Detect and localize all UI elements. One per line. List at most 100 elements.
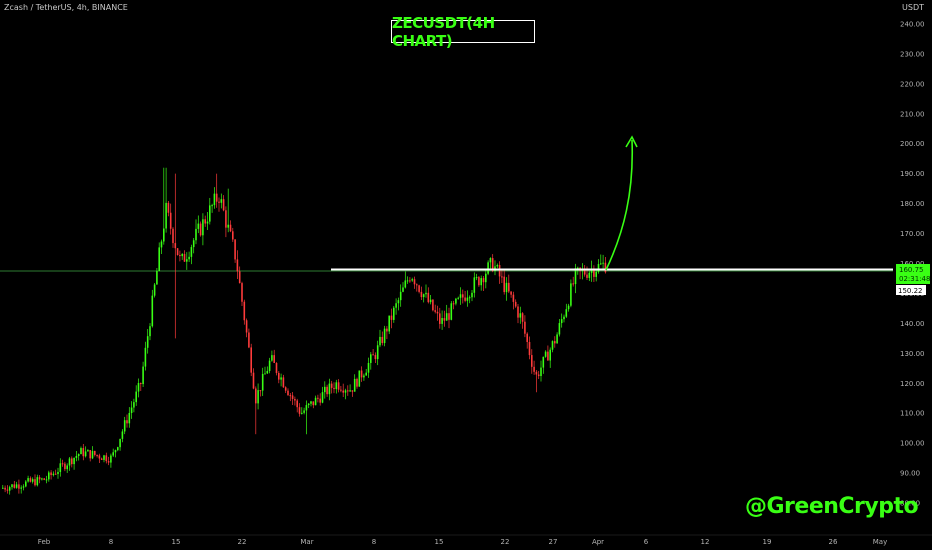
candle-down xyxy=(18,484,20,489)
candle-up xyxy=(165,202,167,229)
candle-up xyxy=(471,292,473,298)
candle-up xyxy=(103,455,105,460)
candle-down xyxy=(439,313,441,324)
candle-up xyxy=(519,313,522,318)
candle-down xyxy=(215,193,218,202)
candle-up xyxy=(560,319,563,324)
candle-up xyxy=(551,341,554,350)
candle-up xyxy=(11,484,13,488)
candle-up xyxy=(257,390,259,404)
candle-down xyxy=(89,450,91,459)
candle-down xyxy=(100,458,103,460)
candle-up xyxy=(110,455,112,463)
candle-up xyxy=(206,221,209,224)
candle-down xyxy=(174,243,177,249)
x-tick-label: 6 xyxy=(644,538,649,546)
candle-down xyxy=(501,276,503,278)
x-tick-label: 22 xyxy=(501,538,510,546)
candle-down xyxy=(531,355,533,367)
candle-down xyxy=(107,461,110,463)
candle-up xyxy=(597,264,600,272)
candle-down xyxy=(528,342,531,356)
candle-down xyxy=(537,374,540,377)
candle-up xyxy=(188,256,190,260)
candle-up xyxy=(358,370,361,387)
candle-down xyxy=(238,271,241,284)
currency-tag[interactable]: USDT xyxy=(902,3,924,12)
candle-up xyxy=(445,313,448,321)
candle-up xyxy=(558,323,561,335)
x-tick-label: Mar xyxy=(300,538,313,546)
candle-up xyxy=(112,452,114,456)
candle-down xyxy=(259,390,262,392)
candle-up xyxy=(303,410,305,413)
candle-down xyxy=(360,370,363,378)
candle-up xyxy=(186,259,188,262)
x-tick-label: Apr xyxy=(592,538,604,546)
candle-up xyxy=(540,367,542,377)
time-axis[interactable]: Feb 8 15 22 Mar 8 15 22 27 Apr 6 12 19 26 May xyxy=(38,538,887,546)
candle-up xyxy=(542,356,545,368)
candle-down xyxy=(521,313,524,322)
candle-down xyxy=(533,366,535,372)
candle-up xyxy=(567,305,570,310)
candle-up xyxy=(425,292,427,295)
candle-up xyxy=(600,263,602,265)
y-tick-label: 200.00 xyxy=(900,140,925,148)
candle-up xyxy=(301,412,303,414)
candle-up xyxy=(142,366,144,385)
candle-up xyxy=(577,267,579,269)
candle-up xyxy=(227,224,229,228)
candle-down xyxy=(418,285,420,292)
candle-up xyxy=(466,297,469,301)
x-tick-label: May xyxy=(873,538,887,546)
candle-up xyxy=(25,481,27,487)
candle-up xyxy=(271,355,273,361)
candle-down xyxy=(291,395,294,399)
candle-down xyxy=(374,354,377,360)
candle-down xyxy=(512,294,515,302)
candle-up xyxy=(268,360,271,371)
candle-down xyxy=(526,333,528,343)
candle-down xyxy=(278,372,280,380)
candle-up xyxy=(399,291,402,301)
x-tick-label: 26 xyxy=(829,538,838,546)
chart-title: ZECUSDT(4H CHART) xyxy=(391,14,535,50)
candle-up xyxy=(197,223,200,229)
candle-up xyxy=(192,240,195,248)
candle-up xyxy=(363,375,365,378)
candle-up xyxy=(213,193,216,206)
candle-up xyxy=(402,287,404,292)
candle-up xyxy=(114,450,117,453)
candle-up xyxy=(45,479,48,481)
candle-up xyxy=(305,405,308,411)
candle-up xyxy=(321,392,324,403)
candle-down xyxy=(183,254,186,262)
candle-down xyxy=(604,262,607,273)
candle-up xyxy=(66,465,68,470)
candle-down xyxy=(250,347,252,373)
candle-up xyxy=(422,294,425,298)
candle-up xyxy=(441,318,443,324)
candle-up xyxy=(344,390,347,393)
candle-down xyxy=(126,420,128,424)
candle-down xyxy=(252,372,255,389)
candle-down xyxy=(248,332,250,348)
price-axis[interactable]: 80.00 90.00 100.00 110.00 120.00 130.00 140.00… xyxy=(900,20,925,507)
candle-down xyxy=(282,377,285,388)
candle-up xyxy=(144,347,147,367)
candle-down xyxy=(443,318,446,321)
candle-up xyxy=(57,471,59,475)
candle-down xyxy=(243,301,246,321)
candle-down xyxy=(4,487,6,490)
candle-down xyxy=(503,276,505,293)
candle-down xyxy=(43,478,45,480)
candle-down xyxy=(38,477,41,480)
x-tick-label: 8 xyxy=(372,538,376,546)
candle-up xyxy=(388,315,390,332)
candle-up xyxy=(549,349,551,361)
candle-up xyxy=(84,451,87,457)
y-tick-label: 100.00 xyxy=(900,440,925,448)
candle-up xyxy=(220,199,223,203)
candle-up xyxy=(335,382,338,390)
